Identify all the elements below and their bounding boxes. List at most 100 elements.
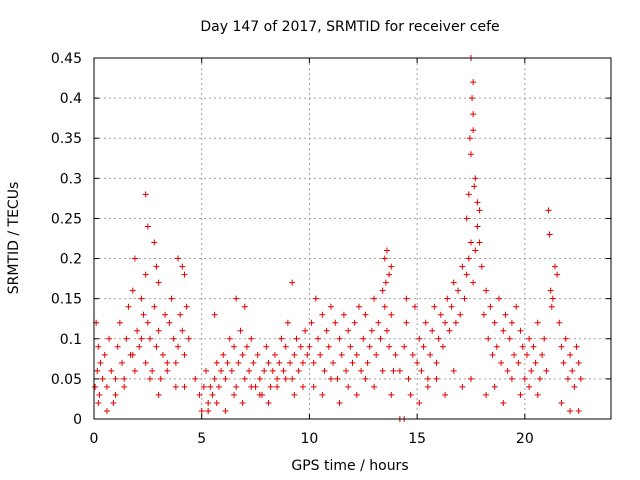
data-point — [401, 343, 408, 350]
data-point — [435, 335, 442, 342]
data-point — [437, 311, 444, 318]
data-point — [181, 351, 188, 358]
data-point — [459, 263, 466, 270]
data-point — [416, 335, 423, 342]
data-point — [147, 375, 154, 382]
data-point — [312, 295, 319, 302]
data-point — [480, 311, 487, 318]
data-point — [521, 375, 528, 382]
data-point — [515, 359, 522, 366]
data-point — [164, 367, 171, 374]
data-point — [183, 303, 190, 310]
data-point — [534, 391, 541, 398]
data-point — [112, 391, 119, 398]
data-point — [332, 319, 339, 326]
axis-ticks: 0 0.05 0.1 0.15 0.2 0.25 0.3 0.35 0.4 0.45 0 5 10 15 2… — [51, 51, 611, 447]
data-point — [310, 359, 317, 366]
data-point — [467, 151, 474, 158]
data-point — [373, 351, 380, 358]
data-point — [467, 239, 474, 246]
data-point — [345, 327, 352, 334]
data-point — [567, 351, 574, 358]
data-point — [487, 303, 494, 310]
data-point — [506, 335, 513, 342]
data-point — [478, 263, 485, 270]
data-point — [575, 359, 582, 366]
data-point — [465, 255, 472, 262]
data-point — [170, 335, 177, 342]
data-point — [166, 319, 173, 326]
data-point — [248, 383, 255, 390]
data-point — [377, 335, 384, 342]
data-point — [474, 223, 481, 230]
data-point — [125, 303, 132, 310]
data-point — [403, 319, 410, 326]
data-point — [308, 319, 315, 326]
data-point — [541, 335, 548, 342]
data-point — [545, 207, 552, 214]
data-point — [116, 319, 123, 326]
data-point — [560, 359, 567, 366]
data-point — [554, 271, 561, 278]
data-point — [551, 263, 558, 270]
data-point — [383, 247, 390, 254]
data-point — [153, 343, 160, 350]
data-point — [558, 343, 565, 350]
y-tick-label: 0.45 — [51, 51, 82, 67]
data-point — [485, 335, 492, 342]
data-point — [248, 335, 255, 342]
data-point — [131, 255, 138, 262]
data-point — [470, 127, 477, 134]
data-point — [142, 271, 149, 278]
data-point — [493, 343, 500, 350]
data-point — [382, 279, 389, 286]
data-point — [388, 391, 395, 398]
data-point — [297, 343, 304, 350]
data-point — [114, 343, 121, 350]
data-point — [420, 343, 427, 350]
data-point — [340, 311, 347, 318]
data-point — [220, 351, 227, 358]
data-point — [349, 359, 356, 366]
data-point — [511, 351, 518, 358]
data-point — [433, 375, 440, 382]
data-point — [319, 311, 326, 318]
data-point — [246, 367, 253, 374]
data-point — [455, 287, 462, 294]
data-point — [95, 399, 102, 406]
data-point — [466, 135, 473, 142]
data-point — [546, 231, 553, 238]
data-point — [149, 367, 156, 374]
data-point — [470, 79, 477, 86]
data-point — [271, 351, 278, 358]
data-point — [396, 367, 403, 374]
data-point — [471, 183, 478, 190]
data-point — [375, 319, 382, 326]
data-point — [94, 367, 101, 374]
data-point — [129, 287, 136, 294]
data-point — [151, 239, 158, 246]
data-point — [233, 295, 240, 302]
data-point — [239, 351, 246, 358]
data-point — [392, 351, 399, 358]
data-point — [299, 359, 306, 366]
data-point — [327, 303, 334, 310]
data-point — [336, 399, 343, 406]
data-point — [431, 303, 438, 310]
data-point — [198, 407, 205, 414]
data-point — [386, 343, 393, 350]
data-point — [448, 303, 455, 310]
data-point — [213, 399, 220, 406]
x-axis-label: GPS time / hours — [291, 458, 408, 474]
data-point — [530, 343, 537, 350]
data-point — [164, 359, 171, 366]
data-point — [414, 359, 421, 366]
data-point — [519, 343, 526, 350]
data-point — [142, 191, 149, 198]
data-point — [388, 311, 395, 318]
data-point — [427, 351, 434, 358]
data-point — [254, 351, 261, 358]
data-point — [134, 327, 141, 334]
data-point — [142, 359, 149, 366]
data-point — [162, 311, 169, 318]
